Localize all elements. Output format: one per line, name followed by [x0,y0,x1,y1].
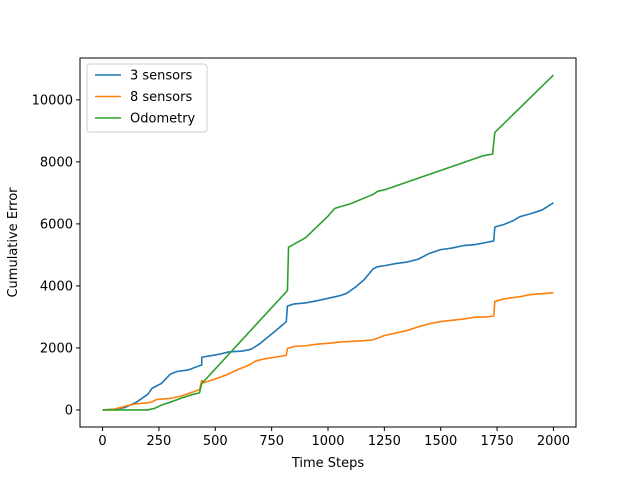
legend-label-2: Odometry [130,112,196,127]
y-axis: 0 2000 4000 6000 8000 10000 [32,93,80,418]
series-line-2 [102,74,555,411]
y-tick-label: 10000 [32,93,73,108]
x-tick-label: 1000 [311,434,344,449]
x-axis: 0 250 500 750 1000 1250 1500 1750 2000 [98,427,570,449]
legend-box [86,63,208,133]
y-tick-label: 8000 [40,155,73,170]
y-tick-label: 6000 [40,217,73,232]
x-tick-label: 750 [259,434,284,449]
series-layer [102,74,555,411]
x-tick-label: 500 [203,434,228,449]
x-axis-label: Time Steps [291,456,365,471]
y-tick-label: 0 [65,403,73,418]
legend-label-1: 8 sensors [130,90,192,105]
x-tick-label: 1250 [368,434,401,449]
series-line-0 [102,202,554,411]
x-tick-label: 2000 [537,434,570,449]
y-axis-label: Cumulative Error [6,187,21,298]
y-tick-label: 4000 [40,279,73,294]
x-tick-label: 1500 [424,434,457,449]
x-tick-label: 1750 [481,434,514,449]
series-line-1 [102,291,554,411]
x-tick-label: 250 [146,434,171,449]
x-tick-label: 0 [98,434,106,449]
legend-label-0: 3 sensors [130,69,192,84]
legend: 3 sensors 8 sensors Odometry [86,63,208,133]
y-tick-label: 2000 [40,341,73,356]
